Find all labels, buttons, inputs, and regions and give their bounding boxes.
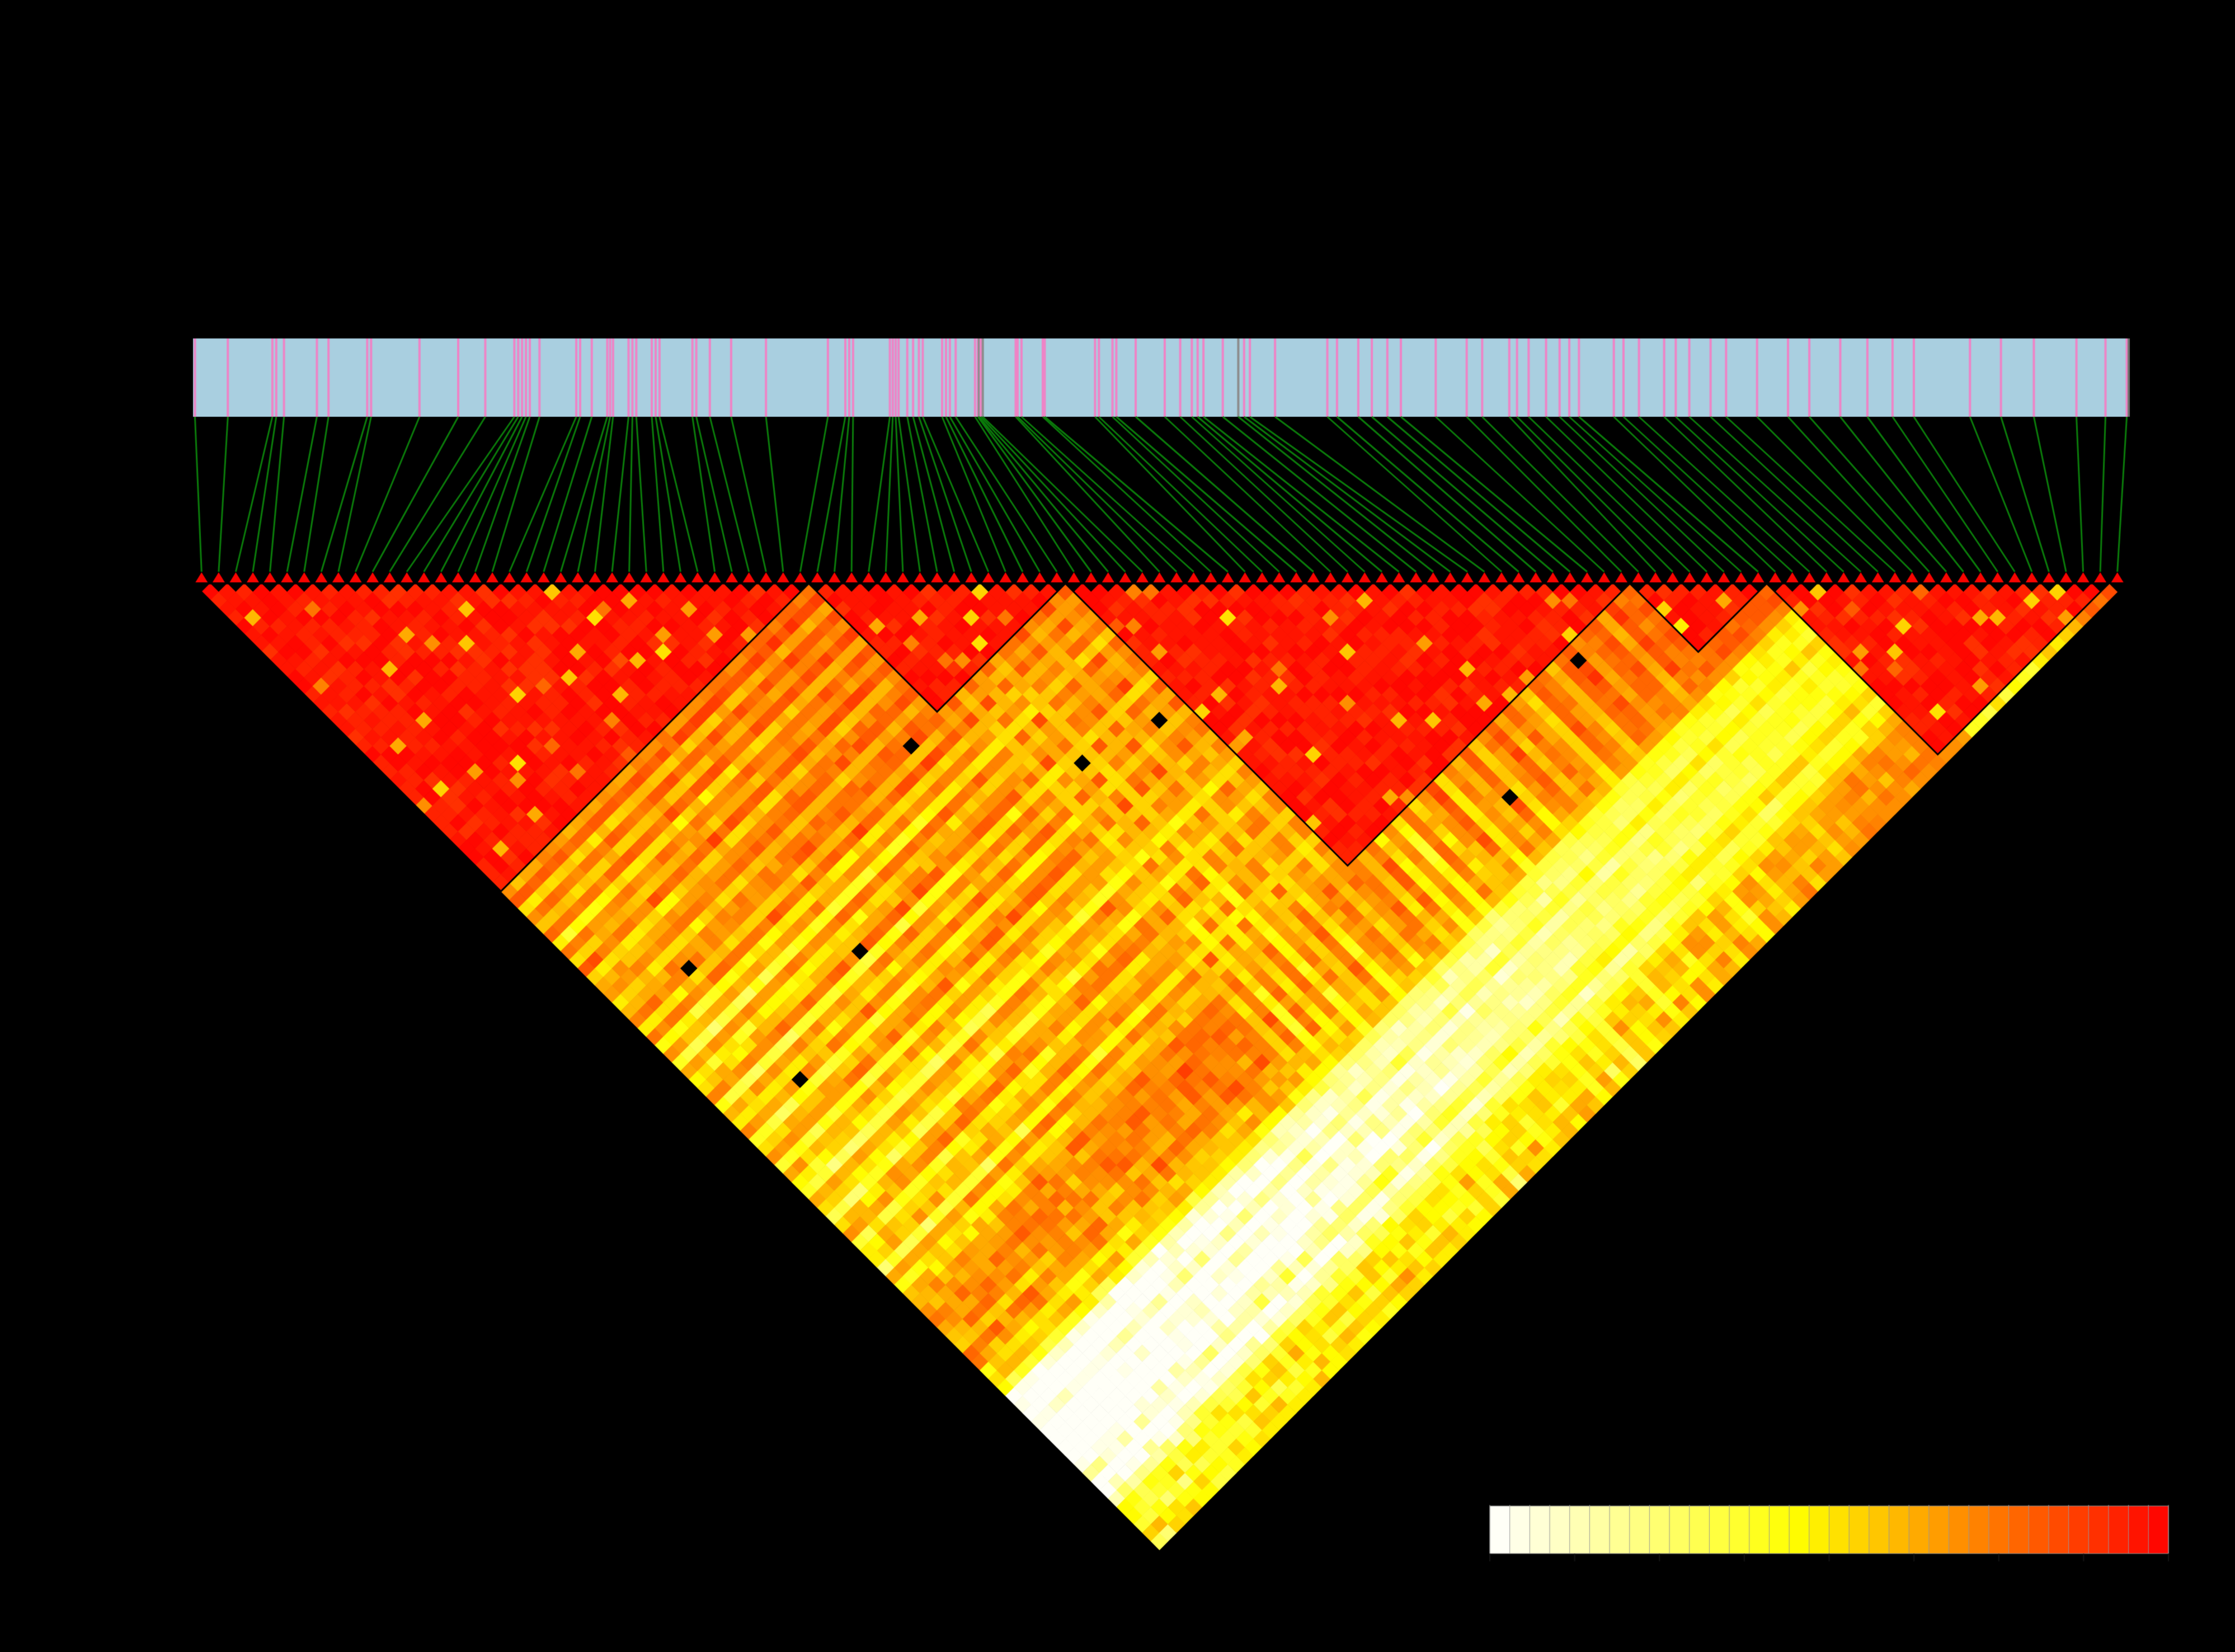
ld-heatmap-canvas (0, 0, 2235, 1652)
ld-plot-figure (0, 0, 2235, 1652)
